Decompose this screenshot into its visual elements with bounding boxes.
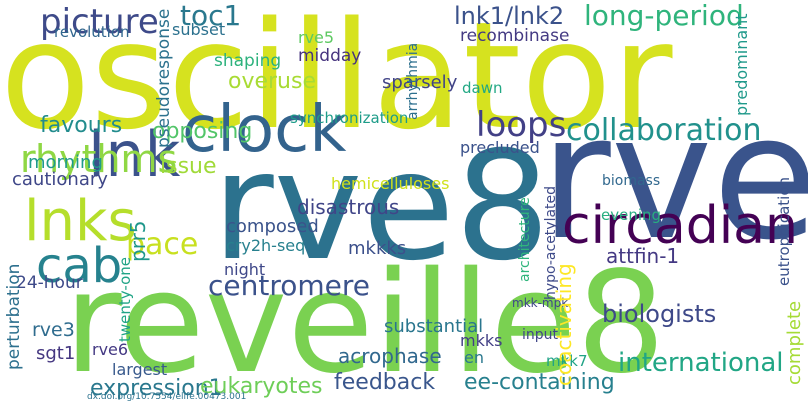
- cloud-word: mkkks: [348, 238, 407, 259]
- cloud-word: largest: [112, 360, 168, 379]
- cloud-word: perturbation: [4, 263, 24, 370]
- cloud-word: composed: [226, 216, 319, 237]
- cloud-word: morning: [28, 152, 103, 173]
- cloud-word: evening: [601, 206, 662, 224]
- cloud-word: sgt1: [36, 343, 76, 364]
- cloud-word: issue: [160, 154, 217, 179]
- cloud-word: recombinase: [460, 26, 570, 46]
- cloud-word: synchronization: [290, 109, 409, 127]
- cloud-word: toc1: [180, 0, 242, 32]
- cloud-word: collaboration: [566, 113, 762, 148]
- cloud-word: arrhythmia: [405, 42, 421, 120]
- cloud-word: eukaryotes: [200, 374, 323, 399]
- cloud-word: international: [618, 348, 784, 378]
- cloud-word: rhythms: [20, 137, 178, 181]
- cloud-word: mkk-mpk: [512, 296, 569, 310]
- cloud-word: predominant: [732, 13, 751, 116]
- cloud-word: favours: [40, 113, 123, 138]
- cloud-word: acrophase: [338, 344, 442, 368]
- cloud-word: overuse: [228, 69, 316, 94]
- cloud-word: rve6: [92, 340, 129, 359]
- cloud-word: ee-containing: [464, 370, 615, 395]
- cloud-word: dawn: [462, 79, 503, 97]
- cloud-word: centromere: [208, 269, 370, 302]
- cloud-word: complete: [784, 300, 805, 385]
- cloud-word: precluded: [460, 138, 540, 157]
- cloud-word: dx.doi.org/10.7554/elife.00473.001: [87, 392, 247, 402]
- cloud-word: mkk7: [546, 352, 588, 370]
- cloud-word: eutrophication: [775, 177, 793, 286]
- cloud-word: subset: [172, 20, 226, 39]
- cloud-word: midday: [298, 46, 362, 66]
- cloud-word: revolution: [54, 23, 130, 41]
- cloud-word: architecture: [517, 197, 533, 282]
- cloud-word: night: [224, 260, 266, 279]
- cloud-word: rve8: [212, 120, 551, 294]
- cloud-word: rve5: [298, 28, 335, 47]
- cloud-word: en: [464, 348, 484, 367]
- cloud-word: disastrous: [297, 195, 400, 219]
- cloud-word: substantial: [384, 316, 484, 337]
- cloud-word: loops: [476, 105, 567, 145]
- cloud-word: rve8: [540, 77, 808, 278]
- cloud-word: shaping: [214, 51, 282, 71]
- cloud-word: lnk1/lnk2: [454, 2, 565, 30]
- cloud-word: mkks: [460, 331, 503, 350]
- cloud-word: attfin-1: [606, 244, 680, 268]
- cloud-word: opposing: [152, 119, 253, 144]
- cloud-word: rve3: [32, 319, 75, 341]
- cloud-word: expression1: [90, 376, 223, 401]
- cloud-word: pace: [126, 227, 199, 262]
- cloud-word: cry2h-seq: [226, 236, 306, 255]
- cloud-word: biomass: [602, 173, 661, 189]
- cloud-word: 24-hour: [16, 273, 83, 293]
- cloud-word: twenty-one: [116, 257, 134, 342]
- cloud-word: lnks: [24, 189, 137, 254]
- cloud-word: input: [522, 327, 559, 343]
- cloud-word: cab: [36, 238, 123, 294]
- cloud-word: long-period: [584, 0, 744, 32]
- cloud-word: feedback: [334, 370, 436, 395]
- cloud-word: clock: [182, 93, 347, 167]
- cloud-word: picture: [40, 2, 159, 42]
- cloud-word: biologists: [602, 300, 717, 328]
- cloud-word: reveille8: [64, 242, 666, 404]
- cloud-word: hemicelluloses: [331, 174, 450, 193]
- cloud-word: hypo-acetylated: [543, 185, 559, 300]
- cloud-word: circadian: [562, 196, 799, 256]
- cloud-word: cautionary: [12, 169, 108, 190]
- cloud-word: lnk: [88, 118, 181, 191]
- cloud-word: oscillator: [0, 0, 673, 162]
- cloud-word: pseudoresponse: [154, 8, 174, 148]
- cloud-word: sparsely: [382, 72, 458, 93]
- cloud-word: prr5: [126, 220, 150, 262]
